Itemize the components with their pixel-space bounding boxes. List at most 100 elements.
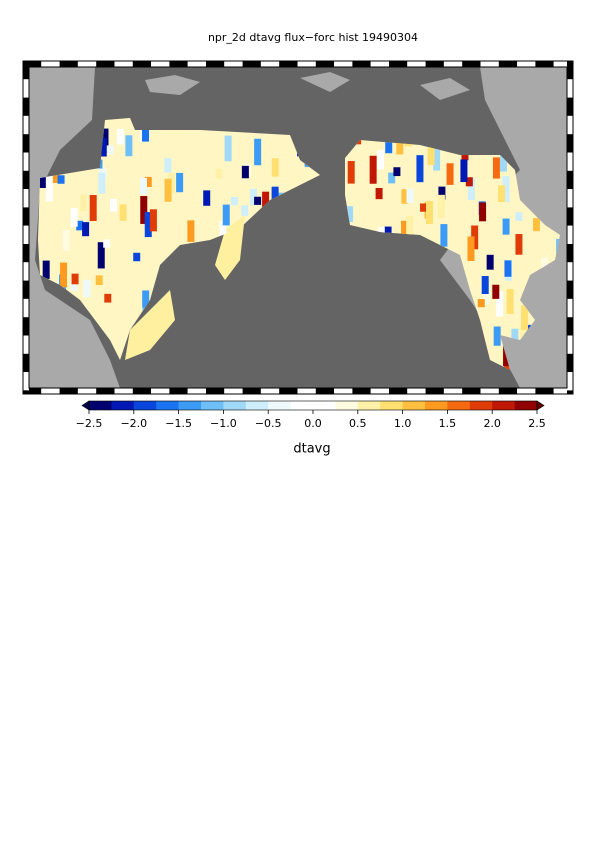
colorbar-tick-label: 0.0 xyxy=(304,417,322,430)
field-cell xyxy=(388,172,396,184)
frame-tick xyxy=(96,388,115,394)
field-cell xyxy=(125,135,133,157)
frame-tick xyxy=(279,61,298,67)
frame-tick xyxy=(206,61,225,67)
frame-tick xyxy=(114,61,133,67)
field-cell xyxy=(477,299,485,308)
field-cell xyxy=(504,260,512,277)
colorbar-over xyxy=(536,400,545,411)
frame-tick xyxy=(206,388,225,394)
map xyxy=(22,60,574,395)
frame-tick xyxy=(23,115,29,135)
field-cell xyxy=(45,173,53,202)
frame-tick xyxy=(315,61,335,67)
frame-tick xyxy=(567,244,573,263)
field-cell xyxy=(99,138,107,157)
field-cell xyxy=(60,262,68,288)
field-cell xyxy=(532,218,540,232)
frame-tick xyxy=(23,189,29,208)
frame-tick xyxy=(59,61,78,67)
field-cell xyxy=(502,176,510,203)
frame-tick xyxy=(389,61,408,67)
field-cell xyxy=(140,196,148,224)
field-cell xyxy=(406,215,414,244)
field-cell xyxy=(97,242,105,269)
frame-tick xyxy=(59,388,78,394)
colorbar-bin xyxy=(111,401,135,410)
frame-tick xyxy=(517,61,536,67)
frame-tick xyxy=(132,61,152,67)
frame-tick xyxy=(567,317,573,336)
frame-tick xyxy=(77,61,97,67)
field-cell xyxy=(164,178,172,202)
field-cell xyxy=(80,194,88,212)
frame-tick xyxy=(567,390,573,394)
field-cell xyxy=(215,168,223,179)
field-cell xyxy=(471,225,479,250)
frame-tick xyxy=(425,61,444,67)
colorbar-bin xyxy=(425,401,448,410)
field-cell xyxy=(506,289,514,314)
plot-border xyxy=(28,66,568,389)
field-cell xyxy=(496,291,504,317)
frame-tick xyxy=(567,335,573,354)
frame-tick xyxy=(567,189,573,208)
colorbar-tick-label: 2.0 xyxy=(483,417,501,430)
field-cell xyxy=(39,171,47,189)
frame-tick xyxy=(23,244,29,263)
frame-tick xyxy=(553,61,572,67)
frame-tick xyxy=(553,388,572,394)
land-asia xyxy=(29,67,120,388)
frame-tick xyxy=(23,97,29,116)
field-cell xyxy=(438,186,446,200)
field-cell xyxy=(262,191,270,211)
frame-tick xyxy=(334,388,353,394)
field-cell xyxy=(104,293,112,303)
frame-tick xyxy=(567,115,573,135)
field-cell xyxy=(347,161,355,184)
field-cell xyxy=(271,158,279,177)
frame-tick xyxy=(407,61,426,67)
field-cell xyxy=(241,205,249,216)
colorbar-bin xyxy=(201,401,224,410)
field-cell xyxy=(117,128,125,145)
field-cell xyxy=(346,206,354,222)
field-cell xyxy=(119,204,127,221)
colorbar-bin xyxy=(402,401,426,410)
frame-tick xyxy=(567,225,573,244)
field-cell xyxy=(89,195,97,221)
colorbar-bin xyxy=(268,401,291,410)
field-cell xyxy=(83,279,91,298)
field-cell xyxy=(420,203,428,212)
frame-tick xyxy=(567,79,573,98)
frame-tick xyxy=(567,61,573,80)
frame-tick xyxy=(187,61,206,67)
frame-tick xyxy=(23,134,29,153)
field-cell xyxy=(230,196,238,206)
field-cell xyxy=(446,163,454,185)
colorbar-bin xyxy=(313,401,336,410)
frame-tick xyxy=(443,61,463,67)
colorbar-tick-label: −1.0 xyxy=(210,417,237,430)
frame-tick xyxy=(567,298,573,318)
field-cell xyxy=(479,202,487,222)
frame-tick xyxy=(260,61,280,67)
colorbar-tick-label: 2.5 xyxy=(528,417,546,430)
frame-border xyxy=(22,60,574,395)
field-cell xyxy=(133,252,141,262)
field-cell xyxy=(254,138,262,166)
field-cell xyxy=(142,290,150,308)
frame-tick xyxy=(462,61,481,67)
colorbar-bin xyxy=(380,401,403,410)
frame-tick xyxy=(23,152,29,171)
field-cell xyxy=(71,273,79,285)
frame-tick xyxy=(567,280,573,299)
colorbar-label: dtavg xyxy=(293,442,330,457)
field-cell xyxy=(271,186,279,203)
field-cell xyxy=(515,212,523,221)
field-cell xyxy=(82,222,90,237)
field-cell xyxy=(203,190,211,206)
frame-tick xyxy=(535,61,554,67)
frame-tick xyxy=(567,134,573,153)
frame-tick xyxy=(567,207,573,226)
